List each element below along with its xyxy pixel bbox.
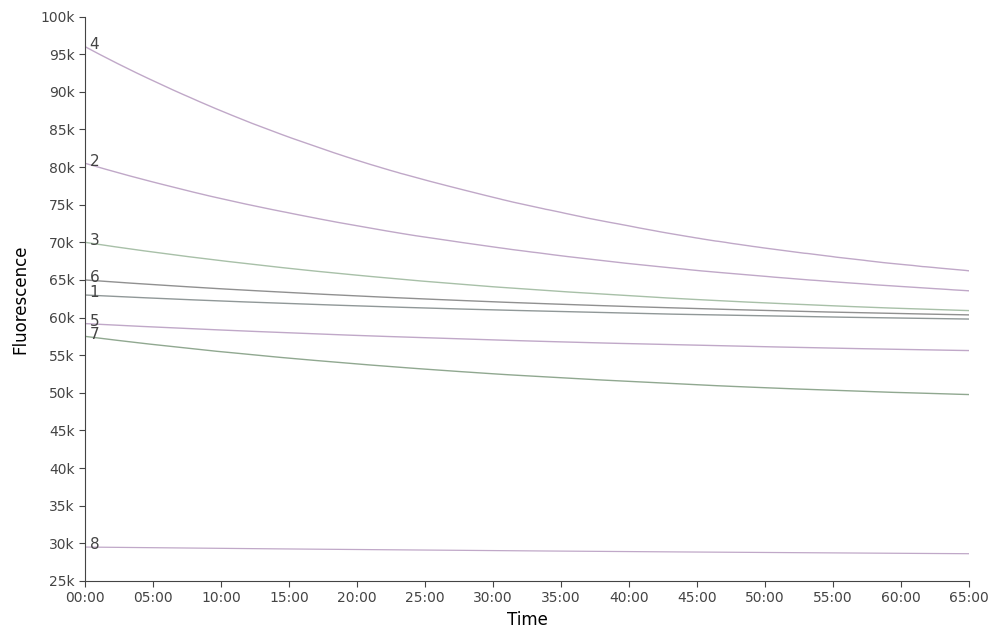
Text: 8: 8 bbox=[90, 538, 99, 552]
Text: 4: 4 bbox=[90, 37, 99, 52]
Text: 5: 5 bbox=[90, 314, 99, 329]
Text: 1: 1 bbox=[90, 285, 99, 300]
Text: 3: 3 bbox=[90, 232, 99, 248]
Text: 2: 2 bbox=[90, 154, 99, 168]
Text: 7: 7 bbox=[90, 326, 99, 342]
Text: 6: 6 bbox=[90, 270, 99, 285]
Y-axis label: Fluorescence: Fluorescence bbox=[11, 244, 29, 353]
X-axis label: Time: Time bbox=[507, 611, 548, 629]
